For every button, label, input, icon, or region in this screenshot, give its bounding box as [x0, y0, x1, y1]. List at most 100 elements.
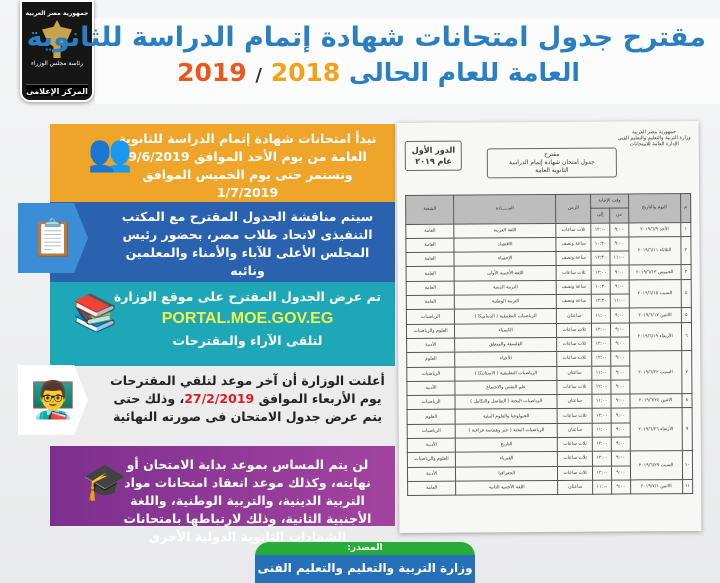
- row-branch: العامة: [405, 252, 455, 267]
- row-to: ١٢:٠٠: [592, 465, 612, 481]
- panel-text: وتستمر حتى يوم الخميس الموافق: [142, 167, 353, 182]
- row-from: ٩:٠٠: [610, 322, 630, 338]
- row-branch: الرياضيات: [407, 423, 456, 439]
- row-duration: ساعتان: [557, 480, 593, 495]
- col-time: وقت الإجابة: [590, 193, 629, 209]
- row-branch: الأدبية: [406, 381, 456, 396]
- panel-text: أعلنت الوزارة أن آخر موعد لتلقي المقترحا…: [110, 373, 385, 406]
- row-from: ١١:٠٠: [610, 294, 629, 309]
- table-row: ١١ الاثنين ٢٠١٩/٧/١ ٩:٠٠ ١١:٠٠ ساعتان اللغة ا…: [407, 479, 693, 496]
- row-to: ١١:٠٠: [592, 365, 611, 381]
- graduation-caps-icon: 🎓: [82, 462, 128, 503]
- row-subject: الكيمياء: [454, 323, 557, 339]
- row-to: ١٢:٠٠: [591, 265, 611, 280]
- row-number: ٣: [680, 264, 692, 280]
- row-duration: ثلاث ساعات: [555, 222, 592, 238]
- row-day: الأربعاء ٢٠١٩/٦/١٩: [629, 322, 682, 352]
- title-line-1: مقترح جدول امتحانات شهادة إتمام الدراسة …: [26, 22, 706, 53]
- row-branch: العامة: [406, 266, 455, 282]
- deadline-date: 27/2/2019: [184, 391, 255, 406]
- row-number: ٥: [681, 307, 692, 323]
- row-to: ١١:٠٠: [592, 394, 611, 409]
- row-to: ١٢:٠٠: [591, 351, 611, 366]
- row-number: ١: [680, 222, 691, 237]
- table-row: ٢ الثلاثاء ٢٠١٩/٦/١١ ٩:٠٠ ١٠:٣٠ ساعة ونصف الا…: [405, 236, 692, 266]
- source-box: المصدر: وزارة التربية والتعليم والتعليم …: [255, 542, 475, 583]
- title-year-1: 2018: [270, 58, 341, 87]
- row-subject: علم النفس والاجتماع: [455, 380, 558, 396]
- panel-website: تم عرض الجدول المقترح على موقع الوزارة P…: [50, 282, 395, 366]
- row-to: ١٢:٠٠: [592, 437, 612, 452]
- row-branch: العامة: [405, 238, 455, 253]
- media-center-logo: جمهورية مصر العربية رئاسة مجلس الوزراء ا…: [20, 0, 94, 102]
- row-subject: الرياضيات التطبيقية ( الديناميكا ): [454, 308, 557, 324]
- ministry-portal-link[interactable]: PORTAL.MOE.GOV.EG: [161, 310, 334, 327]
- row-from: ٩:٠٠: [610, 365, 630, 380]
- row-number: ١١: [682, 479, 693, 494]
- row-branch: العامة: [405, 223, 455, 239]
- row-duration: ساعتان: [557, 394, 593, 409]
- row-subject: الإحصاء: [454, 251, 557, 267]
- row-day: السبت ٢٠١٩/٦/٢٩: [629, 450, 683, 480]
- row-to: ١٠:٣٠: [591, 279, 611, 295]
- title-year-2: 2019: [177, 58, 247, 87]
- row-from: ٩:٠٠: [609, 265, 629, 280]
- row-branch: العامة: [407, 481, 456, 496]
- students-icon: 👥: [87, 133, 133, 174]
- row-branch: العلوم: [406, 352, 455, 368]
- row-duration: ساعتان: [556, 365, 593, 381]
- row-number: ٦: [681, 322, 692, 351]
- row-duration: ساعة ونصف: [556, 251, 592, 266]
- row-to: ١٢:٠٠: [592, 408, 612, 423]
- table-row: ٧ السبت ٢٠١٩/٦/٢٢ ٩:٠٠ ١٢:٠٠ ثلاث ساعات الأحي…: [406, 350, 692, 395]
- row-from: ٩:٠٠: [610, 336, 630, 352]
- checklist-icon: 📋: [18, 203, 88, 273]
- row-from: ٩:٠٠: [610, 379, 630, 395]
- col-to: إلى: [590, 208, 610, 223]
- row-from: ٩:٠٠: [611, 451, 631, 466]
- row-to: ١٠:٣٠: [591, 236, 610, 252]
- panel-text: لن يتم المساس بموعد بداية الامتحان أو نه…: [123, 457, 372, 544]
- row-duration: ثلاث ساعات: [556, 351, 593, 367]
- col-day: اليوم والتاريخ: [628, 193, 681, 223]
- end-date: 1/7/2019: [216, 185, 279, 200]
- row-number: ٧: [681, 350, 692, 394]
- col-from: من: [609, 208, 629, 223]
- table-row: ٦ الأربعاء ٢٠١٩/٦/١٩ ٩:٠٠ ١٢:٠٠ ثلاث ساعات ال…: [406, 322, 692, 352]
- row-to: ١٢:٠٠: [591, 337, 611, 352]
- row-number: ٢: [680, 236, 692, 266]
- panel-discussion: سيتم مناقشة الجدول المقترح مع المكتب الت…: [50, 202, 395, 282]
- row-from: ٩:٠٠: [611, 465, 631, 481]
- row-subject: التاريخ: [455, 437, 558, 453]
- row-branch: العامة: [406, 280, 455, 296]
- row-day: السبت ٢٠١٩/٦/١٥: [628, 279, 682, 309]
- col-subject: المـــــادة: [453, 194, 556, 224]
- row-from: ٩:٠٠: [610, 351, 630, 366]
- round-line: عام ٢٠١٩: [415, 156, 452, 166]
- row-day: الاثنين ٢٠١٩/٦/٢٤: [629, 393, 682, 409]
- panel-deadline: أعلنت الوزارة أن آخر موعد لتلقي المقترحا…: [50, 366, 395, 446]
- title-separator: /: [255, 65, 262, 86]
- row-day: الاثنين ٢٠١٩/٦/١٧: [628, 307, 682, 323]
- row-subject: اللغة الأجنبية الأولى: [454, 265, 557, 281]
- logo-middle-text: رئاسة مجلس الوزراء: [30, 60, 84, 67]
- row-to: ١٢:٣٠: [591, 251, 610, 266]
- row-duration: ساعة ونصف: [556, 294, 592, 309]
- logo-top-text: جمهورية مصر العربية: [25, 10, 89, 17]
- row-duration: ساعتان: [556, 308, 592, 324]
- row-duration: ثلاث ساعات: [557, 408, 593, 424]
- panel-text: لتلقى الآراء والمقترحات: [172, 333, 323, 348]
- row-from: ١١:٠٠: [609, 251, 629, 266]
- row-from: ٩:٠٠: [609, 236, 629, 252]
- row-branch: الرياضيات: [406, 309, 455, 325]
- row-duration: ساعتان: [557, 422, 593, 438]
- row-duration: ثلاث ساعات: [556, 337, 592, 352]
- books-icon: 📚: [72, 293, 118, 334]
- row-branch: الأدبية: [406, 338, 455, 353]
- row-to: ١٢:٣٠: [591, 294, 611, 309]
- row-number: ٤: [680, 279, 692, 308]
- panel-text: تبدأ امتحانات شهادة إتمام الدراسة للثانو…: [118, 131, 377, 164]
- row-duration: ثلاث ساعات: [557, 380, 593, 395]
- heading-line: الثانوية العامة: [535, 166, 569, 175]
- row-branch: الرياضيات: [406, 395, 456, 410]
